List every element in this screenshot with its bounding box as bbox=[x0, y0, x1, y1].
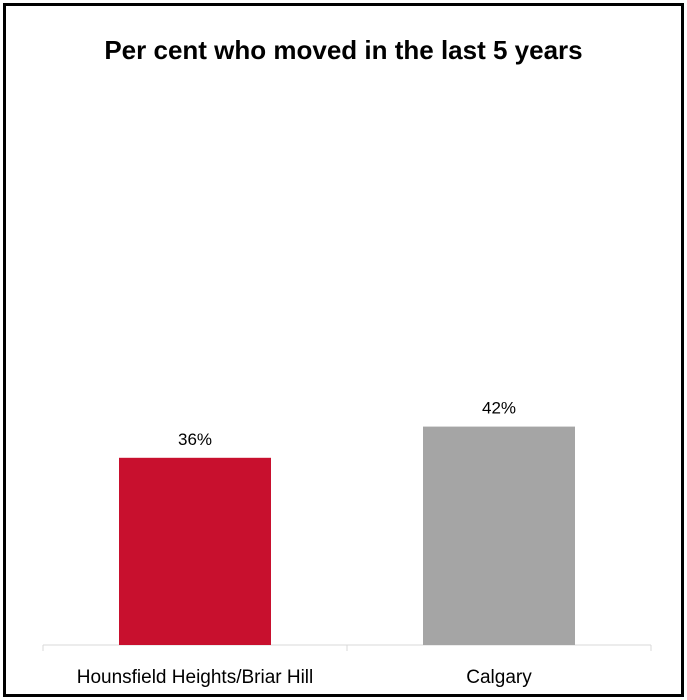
data-label-1: 36% bbox=[178, 430, 212, 449]
data-labels: 36% 42% bbox=[178, 399, 516, 449]
bar-2 bbox=[423, 426, 575, 645]
x-tick-label-1: Hounsfield Heights/Briar Hill bbox=[77, 667, 314, 688]
x-tick-labels: Hounsfield Heights/Briar Hill Calgary bbox=[77, 667, 533, 688]
bar-series bbox=[119, 426, 575, 645]
data-label-2: 42% bbox=[482, 399, 516, 418]
chart-title: Per cent who moved in the last 5 years bbox=[104, 35, 583, 65]
x-axis bbox=[42, 644, 652, 651]
bar-1 bbox=[119, 457, 271, 645]
x-tick-label-2: Calgary bbox=[466, 667, 532, 688]
